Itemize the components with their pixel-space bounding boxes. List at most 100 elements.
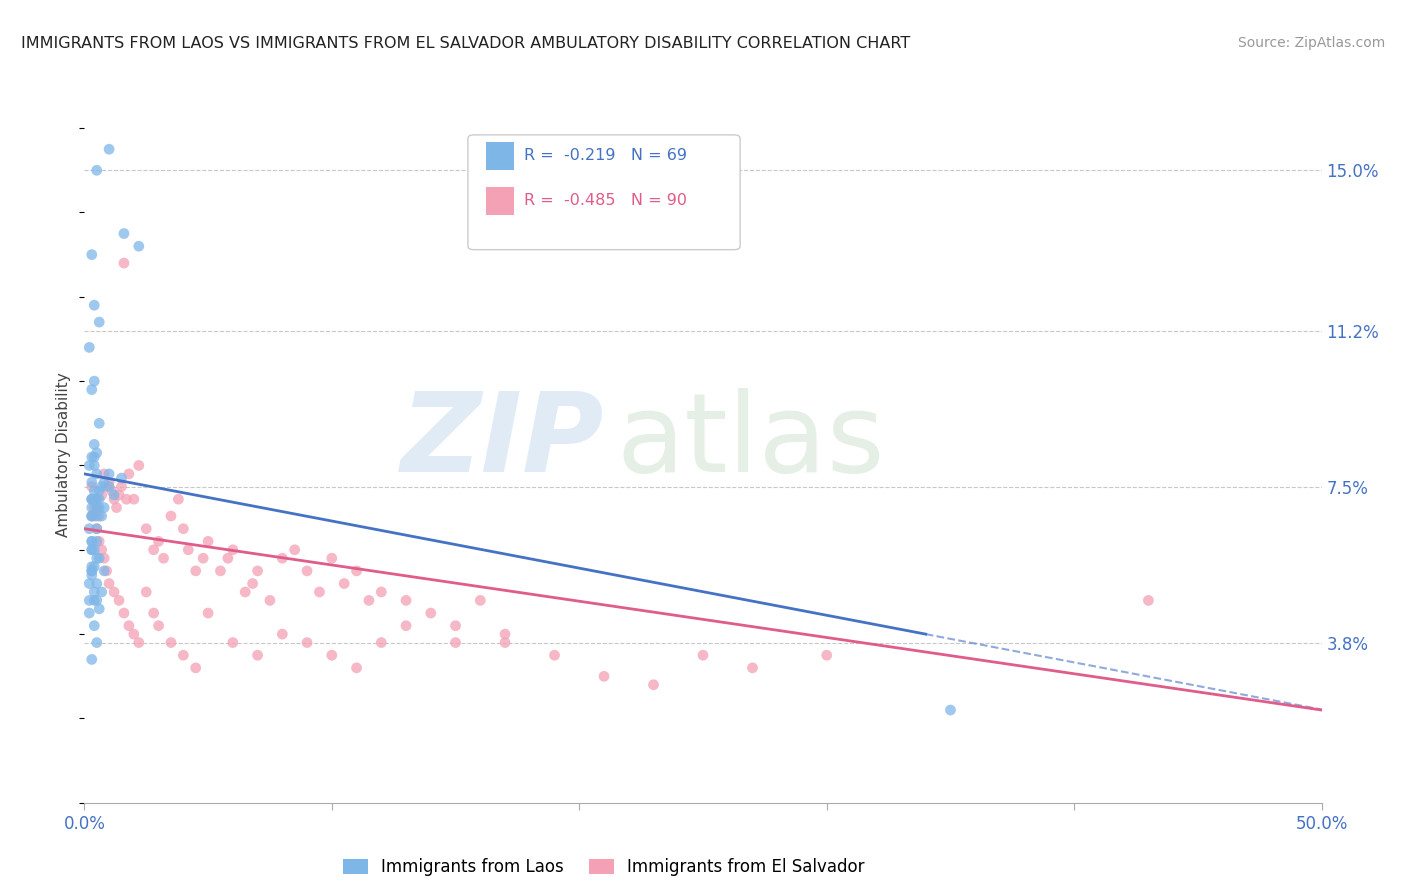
Point: [246, 564, 269, 578]
Point: [128, 239, 150, 253]
Point: [118, 467, 141, 481]
Legend: Immigrants from Laos, Immigrants from El Salvador: Immigrants from Laos, Immigrants from El…: [336, 852, 872, 883]
Point: [80, 492, 103, 507]
Point: [110, 471, 132, 485]
Text: IMMIGRANTS FROM LAOS VS IMMIGRANTS FROM EL SALVADOR AMBULATORY DISABILITY CORREL: IMMIGRANTS FROM LAOS VS IMMIGRANTS FROM …: [21, 36, 910, 51]
Point: [246, 648, 269, 663]
Point: [93, 551, 115, 566]
Point: [89, 417, 111, 431]
Text: ZIP: ZIP: [401, 387, 605, 494]
Point: [128, 458, 150, 473]
Point: [1137, 593, 1160, 607]
Point: [83, 483, 105, 498]
Point: [89, 551, 111, 566]
Point: [217, 551, 239, 566]
Point: [86, 509, 108, 524]
Point: [86, 500, 108, 515]
Point: [692, 648, 714, 663]
Point: [98, 576, 121, 591]
Point: [83, 509, 105, 524]
Text: R =  -0.219   N = 69: R = -0.219 N = 69: [523, 148, 686, 163]
Point: [83, 374, 105, 388]
Point: [494, 635, 516, 649]
Point: [271, 551, 294, 566]
Point: [395, 618, 418, 632]
Point: [93, 467, 115, 481]
Point: [79, 576, 101, 591]
Point: [108, 593, 131, 607]
Point: [470, 593, 492, 607]
Point: [80, 542, 103, 557]
Point: [80, 564, 103, 578]
Point: [80, 564, 103, 578]
Point: [80, 492, 103, 507]
Point: [90, 585, 112, 599]
Point: [128, 635, 150, 649]
Point: [80, 652, 103, 666]
Point: [295, 564, 318, 578]
Point: [152, 551, 174, 566]
Point: [83, 500, 105, 515]
Point: [100, 483, 122, 498]
Point: [142, 606, 165, 620]
Point: [80, 500, 103, 515]
Point: [191, 551, 214, 566]
Point: [80, 534, 103, 549]
Point: [83, 618, 105, 632]
Point: [105, 500, 128, 515]
Point: [209, 564, 232, 578]
Point: [222, 635, 245, 649]
Point: [89, 602, 111, 616]
Point: [83, 593, 105, 607]
Point: [741, 661, 763, 675]
Point: [295, 635, 318, 649]
Point: [271, 627, 294, 641]
Point: [148, 618, 170, 632]
Point: [177, 542, 200, 557]
Point: [233, 585, 256, 599]
Point: [308, 585, 330, 599]
Point: [80, 383, 103, 397]
Point: [284, 542, 307, 557]
Point: [83, 492, 105, 507]
Point: [86, 492, 108, 507]
Point: [86, 635, 108, 649]
Point: [135, 522, 157, 536]
Point: [98, 475, 121, 490]
Point: [86, 593, 108, 607]
Point: [86, 522, 108, 536]
Point: [93, 500, 115, 515]
Point: [98, 479, 121, 493]
Point: [83, 450, 105, 464]
Point: [115, 492, 138, 507]
Point: [112, 606, 135, 620]
Point: [333, 576, 356, 591]
Point: [160, 635, 183, 649]
Point: [370, 585, 392, 599]
Point: [103, 492, 125, 507]
Point: [167, 492, 190, 507]
Point: [90, 542, 112, 557]
Point: [142, 542, 165, 557]
Point: [93, 564, 115, 578]
Point: [89, 534, 111, 549]
Point: [83, 458, 105, 473]
Point: [80, 475, 103, 490]
Text: Source: ZipAtlas.com: Source: ZipAtlas.com: [1237, 36, 1385, 50]
Point: [112, 256, 135, 270]
Point: [80, 534, 103, 549]
Point: [86, 500, 108, 515]
Point: [83, 585, 105, 599]
Point: [197, 534, 219, 549]
Point: [83, 542, 105, 557]
Point: [86, 163, 108, 178]
Point: [135, 585, 157, 599]
Point: [321, 648, 343, 663]
Point: [89, 483, 111, 498]
Point: [80, 450, 103, 464]
Point: [357, 593, 380, 607]
Point: [89, 492, 111, 507]
Point: [939, 703, 962, 717]
Point: [103, 585, 125, 599]
Point: [444, 635, 467, 649]
